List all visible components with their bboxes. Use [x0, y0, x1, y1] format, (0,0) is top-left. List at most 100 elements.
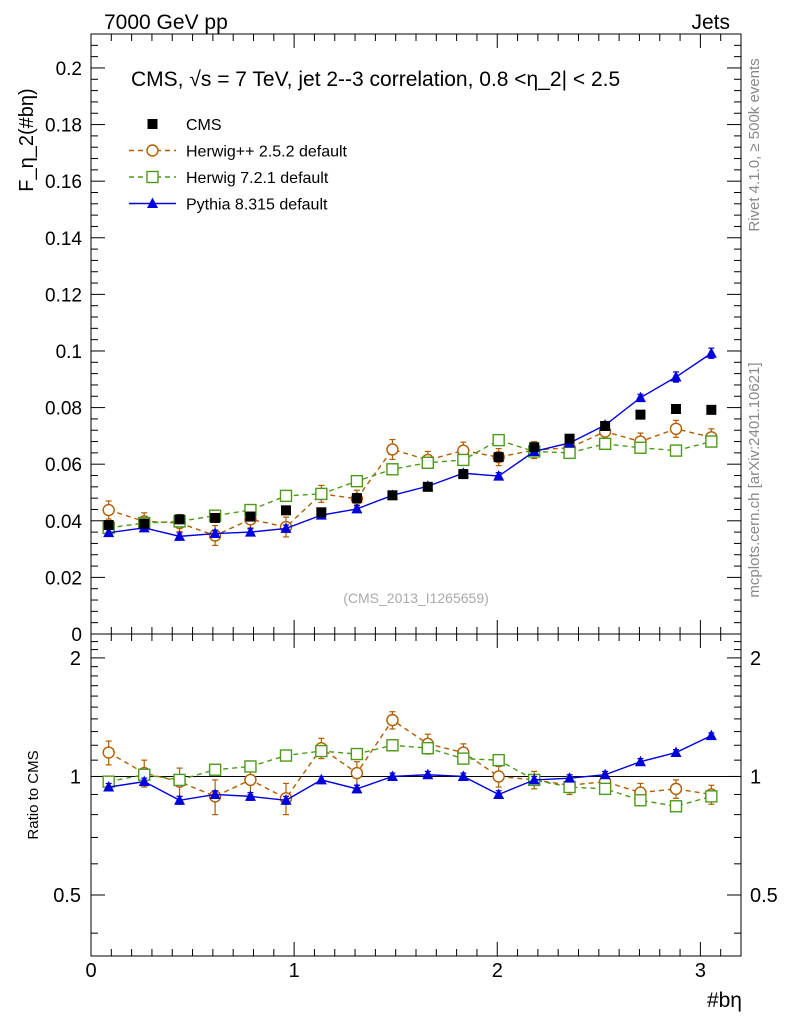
y-tick-label: 0.18: [45, 116, 82, 137]
legend-marker-herwig-2-5-2-default: [146, 144, 159, 157]
herwig-7-2-1-default-point: [421, 456, 434, 469]
cms-data-point: [103, 520, 114, 531]
y-tick-label: 0.06: [45, 455, 82, 476]
herwig-7-2-1-default-point: [279, 489, 293, 503]
ratio-pythia-8-315-default-point: [705, 729, 717, 741]
pythia-8-315-default-point: [209, 527, 221, 539]
header-left: 7000 GeV pp: [104, 11, 228, 34]
pythia-8-315-default-point: [244, 526, 256, 537]
ratio-pythia-8-315-default-point: [564, 772, 576, 783]
ratio-herwig-7-2-1-default-point: [598, 782, 612, 796]
pythia-8-315-default-point: [351, 502, 363, 514]
ratio-herwig-2-5-2-default-line: [108, 719, 712, 800]
pythia-8-315-default-point: [493, 470, 505, 481]
ratio-pythia-8-315-default-point: [174, 794, 186, 805]
herwig-7-2-1-default-point: [563, 446, 576, 460]
herwig-7-2-1-default-point: [669, 444, 683, 457]
cms-data-point: [351, 493, 362, 504]
ratio-herwig-2-5-2-default-point: [244, 773, 257, 787]
cms-data-point: [635, 409, 646, 420]
herwig-7-2-1-default-point: [350, 474, 364, 488]
cms-data-point: [316, 507, 327, 518]
rivet-version-text: Rivet 4.1.0, ≥ 500k events: [746, 58, 763, 231]
ratio-tick-label-right: 0.5: [750, 885, 778, 907]
pythia-8-315-default-point: [634, 391, 646, 403]
pythia-8-315-default-point: [174, 530, 186, 541]
ratio-axis-label: Ratio to CMS: [25, 750, 42, 839]
ratio-pythia-8-315-default-point: [422, 768, 434, 780]
y-tick-label: 0.16: [45, 172, 82, 193]
herwig-7-2-1-default-point: [315, 487, 328, 501]
herwig-2-5-2-default-point: [669, 422, 683, 436]
ratio-tick-label-left: 1: [70, 766, 81, 788]
pythia-8-315-default-point: [103, 526, 115, 538]
mcplots-reference-text: mcplots.cern.ch [arXiv:2401.10621]: [746, 362, 763, 597]
herwig-7-2-1-default-point: [634, 441, 647, 454]
cms-data-point: [458, 469, 469, 480]
ratio-pythia-8-315-default-point: [634, 755, 646, 767]
y-tick-label: 0.2: [56, 59, 82, 80]
ratio-pythia-8-315-default-point: [457, 770, 469, 781]
ratio-pythia-8-315-default-point: [351, 782, 363, 794]
legend-label-herwig-2-5-2-default: Herwig++ 2.5.2 default: [186, 144, 348, 161]
cms-data-point: [174, 514, 185, 525]
x-tick-label: 2: [492, 960, 503, 982]
legend-marker-herwig-7-2-1-default: [146, 170, 159, 184]
cms-data-point: [493, 452, 504, 463]
y-tick-label: 0: [71, 625, 82, 646]
ratio-pythia-8-315-default-point: [670, 746, 682, 758]
ratio-herwig-7-2-1-default-point: [634, 794, 647, 807]
ratio-herwig-7-2-1-default-point: [173, 773, 186, 787]
ratio-pythia-8-315-default-point: [244, 790, 256, 801]
pythia-8-315-default-point: [670, 371, 682, 382]
y-tick-label: 0.04: [45, 512, 82, 533]
cms-data-point: [600, 420, 611, 431]
herwig-7-2-1-default-point: [598, 437, 612, 451]
cms-data-point: [529, 442, 540, 453]
ratio-tick-label-right: 1: [750, 766, 761, 788]
pythia-8-315-default-point: [705, 347, 717, 358]
herwig-7-2-1-default-point: [705, 435, 718, 448]
ratio-herwig-7-2-1-default-point: [279, 749, 293, 762]
legend-marker-pythia-8-315-default: [147, 197, 158, 208]
y-tick-label: 0.14: [45, 229, 82, 250]
x-tick-label: 0: [85, 960, 96, 982]
herwig-2-5-2-default-line: [108, 428, 712, 537]
x-tick-label: 3: [695, 960, 706, 982]
ratio-pythia-8-315-default-line: [108, 734, 712, 801]
y-tick-label: 0.08: [45, 399, 82, 420]
ratio-pythia-8-315-default-point: [386, 770, 398, 781]
header-right: Jets: [691, 11, 730, 34]
ratio-herwig-2-5-2-default-point: [492, 770, 505, 783]
cms-data-point: [139, 518, 150, 529]
cms-data-point: [671, 404, 681, 414]
legend-label-herwig-7-2-1-default: Herwig 7.2.1 default: [186, 170, 329, 187]
legend-marker-cms: [147, 119, 158, 129]
ratio-herwig-7-2-1-default-point: [563, 780, 576, 794]
cms-data-point: [422, 481, 433, 492]
ratio-tick-label-left: 0.5: [53, 885, 81, 907]
herwig-7-2-1-default-point: [492, 433, 505, 447]
ratio-herwig-2-5-2-default-point: [669, 782, 683, 796]
cms-data-point: [564, 433, 575, 444]
herwig-7-2-1-default-point: [386, 463, 399, 476]
ratio-herwig-7-2-1-default-point: [315, 744, 328, 758]
legend-label-pythia-8-315-default: Pythia 8.315 default: [186, 197, 328, 214]
cms-data-point: [210, 512, 221, 523]
ratio-pythia-8-315-default-point: [493, 788, 505, 799]
pythia-8-315-default-line: [108, 352, 712, 538]
x-tick-label: 1: [289, 960, 300, 982]
y-tick-label: 0.1: [56, 342, 82, 363]
legend-label-cms: CMS: [186, 117, 222, 134]
herwig-2-5-2-default-point: [102, 503, 115, 517]
y-tick-label: 0.12: [45, 285, 82, 306]
ratio-herwig-7-2-1-default-point: [208, 763, 222, 776]
ratio-pythia-8-315-default-point: [209, 788, 221, 799]
ratio-pythia-8-315-default-point: [138, 775, 150, 787]
cms-data-point: [281, 505, 291, 516]
ratio-pythia-8-315-default-point: [599, 768, 611, 780]
ratio-pythia-8-315-default-point: [280, 794, 292, 805]
ratio-tick-label-left: 2: [70, 648, 81, 670]
herwig-2-5-2-default-point: [386, 443, 399, 456]
